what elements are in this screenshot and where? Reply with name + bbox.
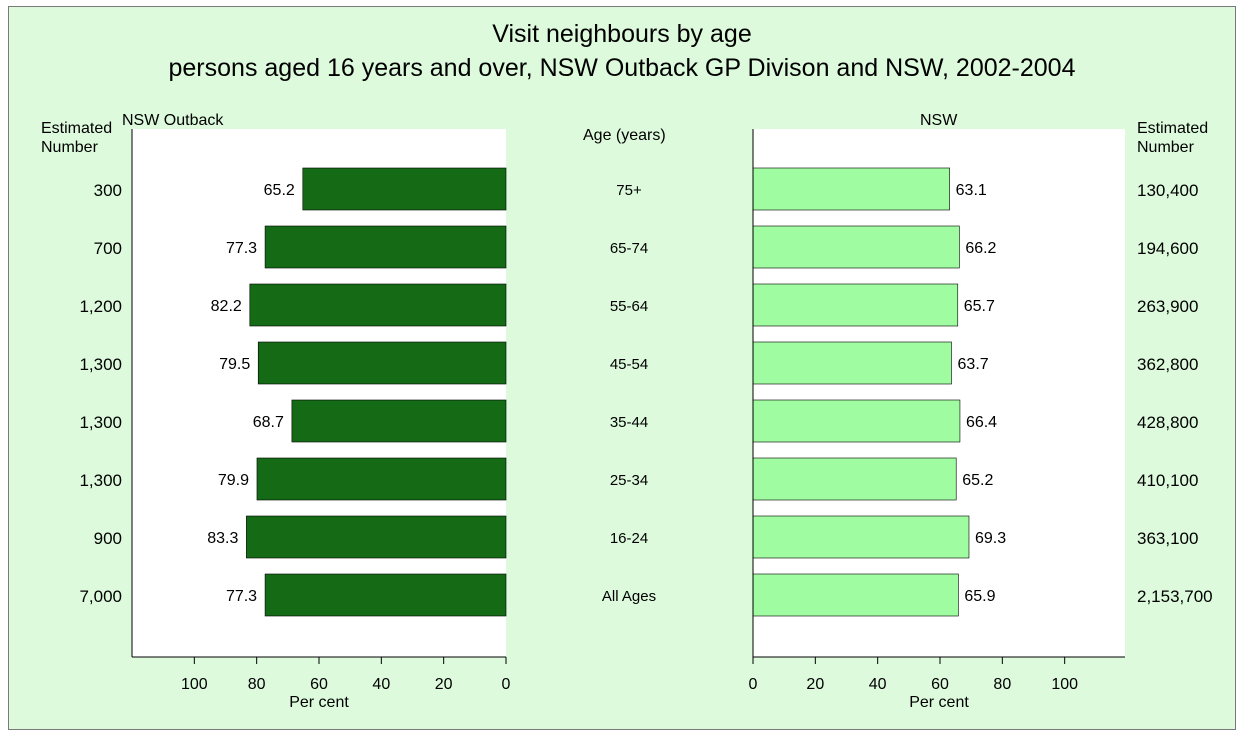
category-label: 55-64 — [610, 298, 648, 315]
right-value-label: 63.1 — [956, 182, 987, 199]
right-value-label: 65.9 — [964, 588, 995, 605]
right-value-label: 63.7 — [958, 356, 989, 373]
category-header: Age (years) — [583, 127, 666, 144]
left-count-header-line-1: Estimated — [41, 120, 113, 137]
right-count-header: Estimated Number — [1137, 119, 1208, 157]
right-bar — [752, 399, 961, 443]
category-label: All Ages — [602, 588, 656, 605]
right-estimated-number: 263,900 — [1137, 297, 1198, 316]
left-x-tick-label: 100 — [181, 676, 208, 693]
left-bar — [256, 457, 507, 501]
left-value-label: 83.3 — [207, 530, 238, 547]
right-plot-area — [753, 129, 1125, 657]
right-bar — [752, 457, 957, 501]
left-estimated-number: 7,000 — [79, 587, 122, 606]
left-bar — [257, 341, 507, 385]
left-estimated-number: 700 — [94, 239, 122, 258]
right-value-label: 66.2 — [965, 240, 996, 257]
right-value-label: 69.3 — [975, 530, 1006, 547]
left-bar — [249, 283, 507, 327]
left-estimated-number: 1,200 — [79, 297, 122, 316]
right-count-header-line-1: Estimated — [1137, 120, 1209, 137]
chart-title: Visit neighbours by age — [492, 20, 752, 48]
left-estimated-number: 1,300 — [79, 471, 122, 490]
left-value-label: 79.9 — [218, 472, 249, 489]
left-bar — [302, 167, 507, 211]
chart-frame: Visit neighbours by age persons aged 16 … — [8, 6, 1236, 730]
left-value-label: 65.2 — [264, 182, 295, 199]
left-value-label: 79.5 — [219, 356, 250, 373]
right-count-header-line-2: Number — [1137, 139, 1194, 156]
right-bar — [752, 225, 960, 269]
right-value-label: 65.2 — [962, 472, 993, 489]
left-estimated-number: 900 — [94, 529, 122, 548]
left-panel-title: NSW Outback — [122, 112, 224, 129]
right-estimated-number: 2,153,700 — [1137, 587, 1213, 606]
left-x-tick-label: 20 — [435, 676, 453, 693]
category-label: 16-24 — [610, 530, 648, 547]
right-x-tick-label: 100 — [1051, 676, 1078, 693]
left-value-label: 68.7 — [253, 414, 284, 431]
right-estimated-number: 194,600 — [1137, 239, 1198, 258]
left-value-label: 77.3 — [226, 240, 257, 257]
left-value-label: 77.3 — [226, 588, 257, 605]
left-estimated-number: 300 — [94, 181, 122, 200]
left-count-header: Estimated Number — [41, 119, 112, 157]
category-label: 65-74 — [610, 240, 648, 257]
right-bar — [752, 283, 959, 327]
chart-canvas: 65.2 63.1 75+ 300 130,400 77.3 66.2 65-74 700 194… — [79, 129, 1213, 711]
left-plot-area — [132, 129, 506, 657]
right-x-tick-label: 80 — [993, 676, 1011, 693]
left-x-tick-label: 0 — [502, 676, 511, 693]
right-value-label: 65.7 — [964, 298, 995, 315]
left-x-tick-label: 40 — [372, 676, 390, 693]
left-count-header-line-2: Number — [41, 139, 98, 156]
right-panel-title: NSW — [920, 112, 958, 129]
chart-subtitle: persons aged 16 years and over, NSW Outb… — [168, 54, 1076, 82]
right-x-axis-title: Per cent — [909, 694, 969, 711]
right-x-tick-label: 40 — [869, 676, 887, 693]
right-estimated-number: 362,800 — [1137, 355, 1198, 374]
category-label: 45-54 — [610, 356, 648, 373]
right-estimated-number: 428,800 — [1137, 413, 1198, 432]
right-x-tick-label: 0 — [749, 676, 758, 693]
left-estimated-number: 1,300 — [79, 413, 122, 432]
right-x-tick-label: 20 — [806, 676, 824, 693]
right-value-label: 66.4 — [966, 414, 997, 431]
left-bar — [291, 399, 507, 443]
left-bar — [246, 515, 507, 559]
category-label: 35-44 — [610, 414, 648, 431]
right-bar — [752, 573, 959, 617]
left-bar — [264, 225, 507, 269]
right-bar — [752, 341, 952, 385]
right-estimated-number: 410,100 — [1137, 471, 1198, 490]
right-bar — [752, 167, 950, 211]
left-bar — [264, 573, 507, 617]
right-bar — [752, 515, 970, 559]
left-estimated-number: 1,300 — [79, 355, 122, 374]
left-value-label: 82.2 — [211, 298, 242, 315]
category-label: 75+ — [616, 182, 642, 199]
category-label: 25-34 — [610, 472, 648, 489]
left-x-tick-label: 60 — [310, 676, 328, 693]
right-estimated-number: 363,100 — [1137, 529, 1198, 548]
left-x-axis-title: Per cent — [289, 694, 349, 711]
right-estimated-number: 130,400 — [1137, 181, 1198, 200]
right-x-tick-label: 60 — [931, 676, 949, 693]
left-x-tick-label: 80 — [248, 676, 266, 693]
